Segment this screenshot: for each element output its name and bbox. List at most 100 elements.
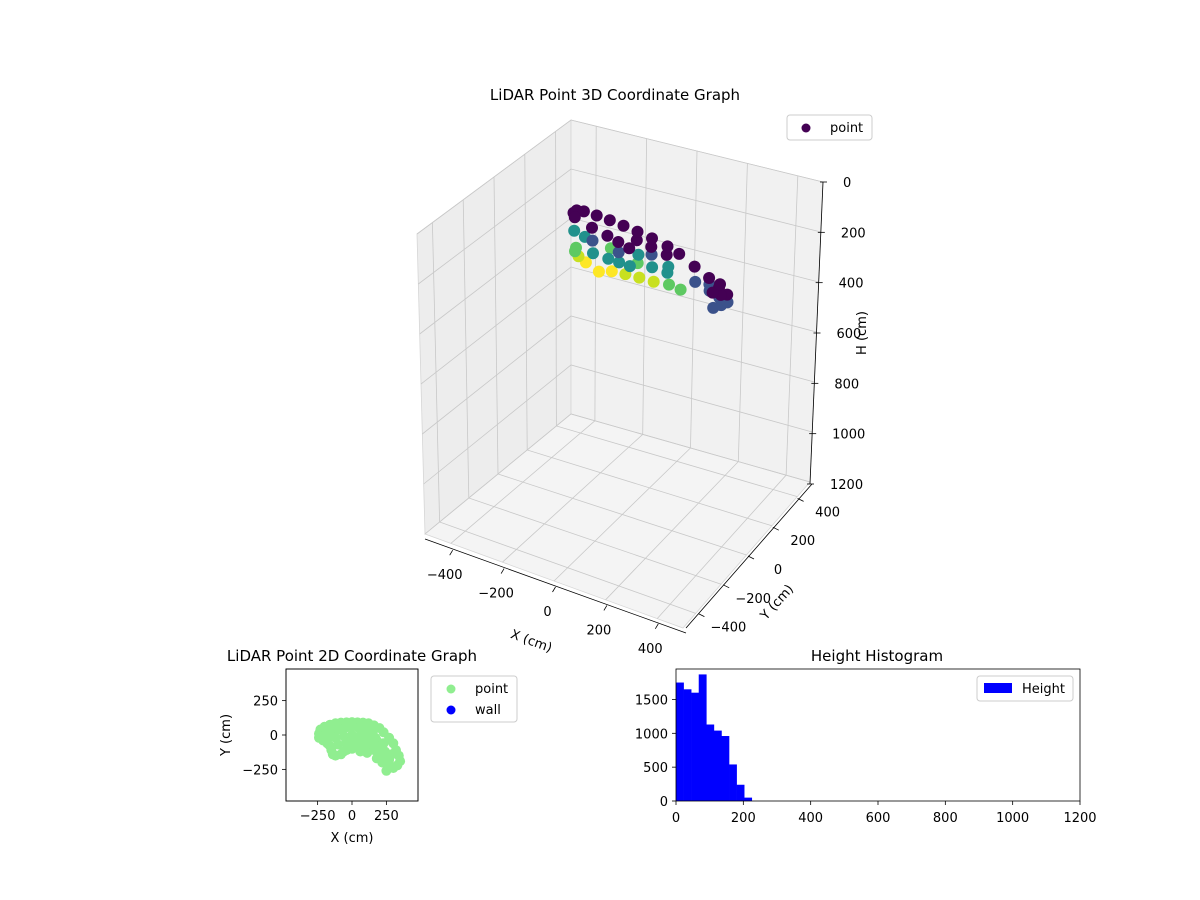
data-point-3d	[646, 232, 658, 245]
data-point-3d	[612, 236, 625, 248]
legend-histogram: Height	[976, 675, 1074, 702]
data-point-3d	[633, 271, 646, 284]
data-point-2d	[358, 735, 368, 746]
data-point-3d	[662, 260, 675, 273]
data-point-3d	[623, 260, 636, 273]
grid-line-z	[416, 119, 824, 235]
data-point-2d	[338, 746, 349, 757]
histogram-bar	[729, 764, 737, 801]
x-tick-label: −200	[478, 587, 514, 602]
data-point-2d	[347, 735, 357, 746]
y-tick-label: −200	[735, 592, 771, 607]
x-tick-label: 600	[866, 811, 891, 826]
y-tick-label: −400	[711, 621, 747, 636]
y-tick-label: 1500	[635, 693, 668, 708]
x-tick-mark	[654, 623, 659, 630]
grid-line-z	[423, 364, 813, 485]
chart-2d-title: LiDAR Point 2D Coordinate Graph	[227, 647, 477, 665]
histogram-bar	[744, 797, 753, 801]
x-tick-label: −400	[427, 568, 463, 583]
z-tick-label: 200	[841, 226, 866, 241]
data-point-3d	[706, 286, 719, 299]
ticks-2d: −250 0 250 250 0 −250	[242, 695, 399, 824]
x-tick-label: 800	[933, 811, 958, 826]
data-point-3d	[646, 261, 659, 274]
y-tick-label: 500	[643, 761, 668, 776]
x-axis-line	[424, 538, 687, 634]
data-point-3d	[714, 278, 726, 291]
data-point-3d	[688, 260, 701, 273]
z-tick-label: 0	[843, 176, 851, 191]
y-tick-label: −250	[242, 763, 278, 778]
data-point-3d	[617, 219, 630, 232]
data-point-2d	[333, 739, 344, 750]
histogram-ticks: 0 200 400 600 800 1000 1200 0 500 1000 1500	[635, 693, 1097, 826]
data-point-3d	[663, 278, 675, 291]
y-axis-line	[685, 483, 813, 629]
data-point-3d	[568, 211, 581, 224]
histogram-bar	[721, 736, 730, 801]
data-point-2d	[316, 731, 327, 742]
data-point-3d	[590, 209, 603, 222]
x-tick-label: 200	[731, 811, 756, 826]
data-point-3d	[612, 246, 625, 259]
data-point-2d	[356, 720, 367, 731]
scatter-2d-points	[314, 717, 406, 776]
legend-3d-label: point	[830, 121, 863, 136]
y-tick-label: 0	[660, 795, 668, 810]
x-tick-label: 400	[798, 811, 823, 826]
data-point-3d	[689, 275, 702, 288]
x-tick-mark	[552, 586, 556, 593]
data-point-3d	[577, 205, 590, 218]
x-tick-mark	[603, 605, 608, 611]
data-point-2d	[329, 721, 340, 732]
histogram-bar	[691, 692, 700, 801]
data-point-2d	[370, 732, 381, 743]
histogram-bar	[706, 724, 715, 801]
y-tick-label: 400	[815, 505, 840, 520]
y-tick-mark	[797, 498, 804, 502]
data-point-3d	[592, 265, 605, 278]
data-point-3d	[673, 247, 686, 260]
data-point-3d	[623, 242, 636, 255]
data-point-3d	[602, 252, 615, 265]
data-point-2d	[386, 749, 397, 760]
histogram-bar	[698, 674, 707, 801]
x-tick-mark	[500, 568, 505, 574]
legend-2d: point wall	[430, 675, 518, 723]
data-point-2d	[378, 738, 389, 749]
data-point-3d	[613, 256, 626, 269]
data-point-2d	[362, 747, 373, 758]
legend-3d-marker	[801, 123, 811, 133]
histogram-bar	[676, 682, 684, 801]
chart-histogram: Height Histogram 0 200 400 600 800 1000 1200 0 5…	[635, 647, 1097, 826]
y-tick-label: 1000	[635, 727, 668, 742]
z-tick-label: 400	[839, 277, 864, 292]
x-tick-label: 400	[638, 642, 663, 657]
grid-line-z	[420, 266, 817, 385]
data-point-3d	[631, 225, 644, 238]
data-point-3d	[601, 229, 614, 242]
data-point-3d	[674, 283, 687, 296]
data-point-3d	[586, 234, 599, 247]
y-tick-mark	[772, 526, 779, 531]
z-axis-label: H (cm)	[855, 311, 870, 355]
chart-3d: LiDAR Point 3D Coordinate Graph −400 −200…	[416, 86, 873, 657]
x-tick-label: 200	[586, 623, 611, 638]
histogram-bar	[683, 689, 692, 801]
data-point-3d	[647, 275, 660, 288]
chart-2d: LiDAR Point 2D Coordinate Graph −250 0 250…	[219, 647, 518, 846]
y-tick-label: 0	[270, 729, 278, 744]
grid-3d	[416, 119, 824, 619]
y-tick-mark	[698, 613, 705, 617]
histogram-bars	[676, 674, 753, 801]
ticks-3d: −400−2000200400−400−20002004000200400600…	[427, 176, 866, 657]
chart-3d-title: LiDAR Point 3D Coordinate Graph	[490, 86, 740, 104]
data-point-3d	[603, 214, 616, 227]
y-tick-label: 0	[774, 563, 782, 578]
y-tick-label: 250	[253, 695, 278, 710]
data-point-3d	[632, 248, 645, 261]
z-tick-label: 1000	[832, 428, 865, 443]
legend-2d-marker-point	[446, 684, 456, 694]
legend-2d-marker-wall	[446, 705, 456, 715]
